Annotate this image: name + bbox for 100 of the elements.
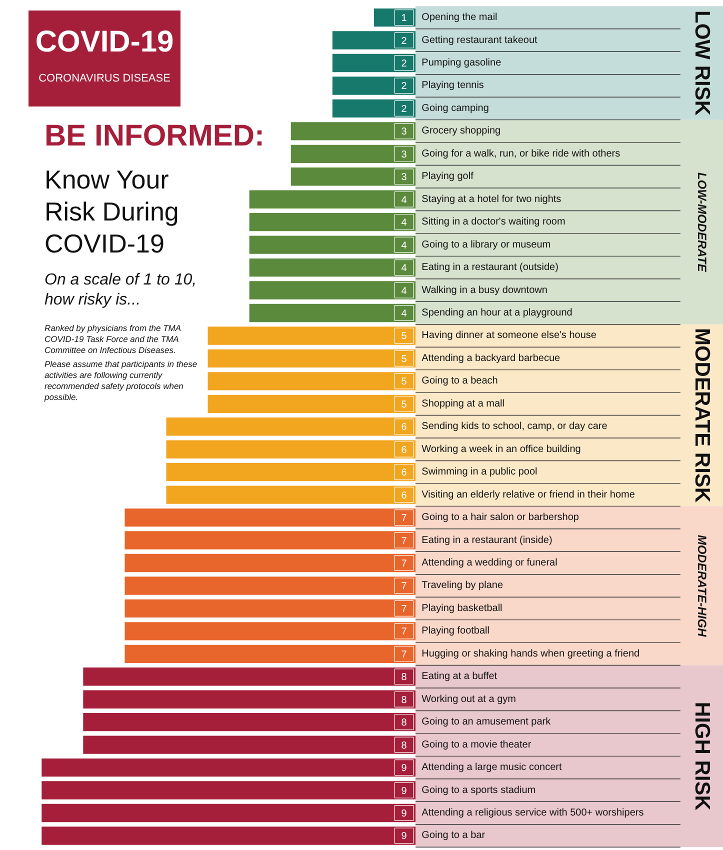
bar — [124, 531, 416, 550]
bar — [83, 736, 416, 754]
data-label: 4 — [401, 263, 408, 274]
data-label: 9 — [401, 786, 408, 797]
y-tick-label: Grocery shopping — [422, 126, 501, 137]
text: MODERATE-HIGH — [694, 534, 709, 637]
y-tick-label: Going to a library or museum — [422, 239, 551, 250]
y-tick-label: Attending a large music concert — [422, 762, 562, 774]
bar — [124, 576, 416, 595]
bar — [42, 781, 416, 800]
y-tick-label: Walking in a busy downtown — [422, 284, 548, 296]
bar — [124, 599, 416, 618]
bar — [249, 213, 416, 232]
data-label: 8 — [401, 694, 408, 706]
data-label: 8 — [401, 740, 408, 752]
bar — [249, 281, 416, 300]
y-tick-label: Visiting an elderly relative or friend in their home — [422, 489, 636, 500]
bar — [249, 236, 416, 254]
data-label: 4 — [401, 286, 408, 297]
bar — [42, 804, 416, 822]
data-label: 3 — [401, 172, 408, 184]
data-label: 6 — [401, 468, 408, 479]
bar — [124, 554, 416, 572]
bar — [42, 826, 416, 845]
text: HIGH RISK — [690, 702, 714, 810]
bar — [124, 508, 416, 527]
y-tick-label: Getting restaurant takeout — [422, 34, 538, 46]
data-label: 9 — [401, 763, 408, 774]
y-tick-label: Opening the mail — [422, 12, 498, 24]
data-label: 4 — [401, 308, 408, 320]
data-label: 2 — [401, 36, 408, 47]
data-label: 3 — [401, 149, 408, 160]
y-tick-label: Having dinner at someone else's house — [422, 330, 597, 342]
bar — [208, 372, 416, 390]
data-label: 8 — [401, 672, 408, 684]
bar — [166, 486, 416, 504]
data-label: 7 — [401, 513, 408, 524]
data-label: 2 — [401, 58, 408, 70]
bar — [42, 758, 416, 777]
data-label: 5 — [401, 354, 408, 365]
data-label: 9 — [401, 808, 408, 820]
annotation: On a scale of 1 to 10, how risky is... — [44, 272, 197, 308]
y-tick-label: Eating in a restaurant (inside) — [422, 534, 552, 546]
data-label: 1 — [401, 13, 408, 24]
text: LOW RISK — [690, 10, 714, 116]
data-label: 2 — [401, 104, 408, 115]
data-label: 5 — [401, 331, 408, 342]
y-tick-label: Sitting in a doctor's waiting room — [422, 216, 566, 228]
data-label: 5 — [401, 376, 408, 388]
y-tick-label: Traveling by plane — [422, 580, 504, 592]
data-label: 8 — [401, 718, 408, 729]
y-tick-label: Going for a walk, run, or bike ride with others — [422, 148, 620, 160]
bar — [166, 463, 416, 482]
data-label: 7 — [401, 626, 408, 638]
bar — [249, 304, 416, 322]
y-tick-label: Sending kids to school, camp, or day care — [422, 421, 608, 432]
y-tick-label: Going to a sports stadium — [422, 784, 536, 796]
y-tick-label: Going to a movie theater — [422, 739, 532, 750]
y-tick-label: Going to a beach — [422, 376, 498, 387]
text: CORONAVIRUS DISEASE — [38, 72, 170, 84]
bar — [208, 326, 416, 345]
bar — [124, 644, 416, 663]
y-tick-label: Pumping gasoline — [422, 58, 502, 68]
y-tick-label: Playing golf — [422, 171, 474, 182]
y-tick-label: Hugging or shaking hands when greeting a friend — [422, 648, 640, 660]
bar — [208, 394, 416, 413]
data-label: 4 — [401, 218, 408, 229]
data-label: 4 — [401, 194, 408, 206]
data-label: 6 — [401, 444, 408, 456]
text: LOW-MODERATE — [694, 172, 709, 273]
bar — [166, 418, 416, 436]
y-tick-label: Attending a wedding or funeral — [422, 558, 558, 568]
y-tick-label: Spending an hour at a playground — [422, 308, 572, 318]
bar — [249, 258, 416, 277]
bar — [249, 190, 416, 208]
text: COVID-19 — [35, 26, 174, 58]
y-tick-label: Eating at a buffet — [422, 671, 498, 682]
bar — [83, 690, 416, 708]
annotation: Know Your Risk During COVID-19 — [44, 164, 179, 258]
data-label: 7 — [401, 581, 408, 592]
bar — [290, 122, 416, 140]
y-tick-label: Playing football — [422, 626, 490, 637]
data-label: 9 — [401, 831, 408, 842]
data-label: 5 — [401, 399, 408, 410]
data-label: 3 — [401, 126, 408, 138]
y-tick-label: Working a week in an office building — [422, 444, 581, 455]
data-label: 6 — [401, 422, 408, 434]
y-tick-label: Shopping at a mall — [422, 398, 505, 410]
data-label: 7 — [401, 649, 408, 660]
y-tick-label: Attending a backyard barbecue — [422, 352, 561, 364]
annotation: Ranked by physicians from the TMA COVID-19 Task Force and the TMA Committee on Infectious Diseases. — [44, 323, 182, 355]
data-label: 2 — [401, 81, 408, 92]
y-tick-label: Going camping — [422, 102, 489, 114]
bar — [166, 440, 416, 458]
y-tick-label: Eating in a restaurant (outside) — [422, 262, 558, 274]
y-tick-label: Swimming in a public pool — [422, 466, 538, 478]
bar — [208, 349, 416, 368]
annotation: BE INFORMED: — [44, 120, 264, 152]
data-label: 7 — [401, 558, 408, 570]
annotation: Please assume that participants in these activities are following currently recommended safety protocols when possible. — [44, 359, 198, 402]
